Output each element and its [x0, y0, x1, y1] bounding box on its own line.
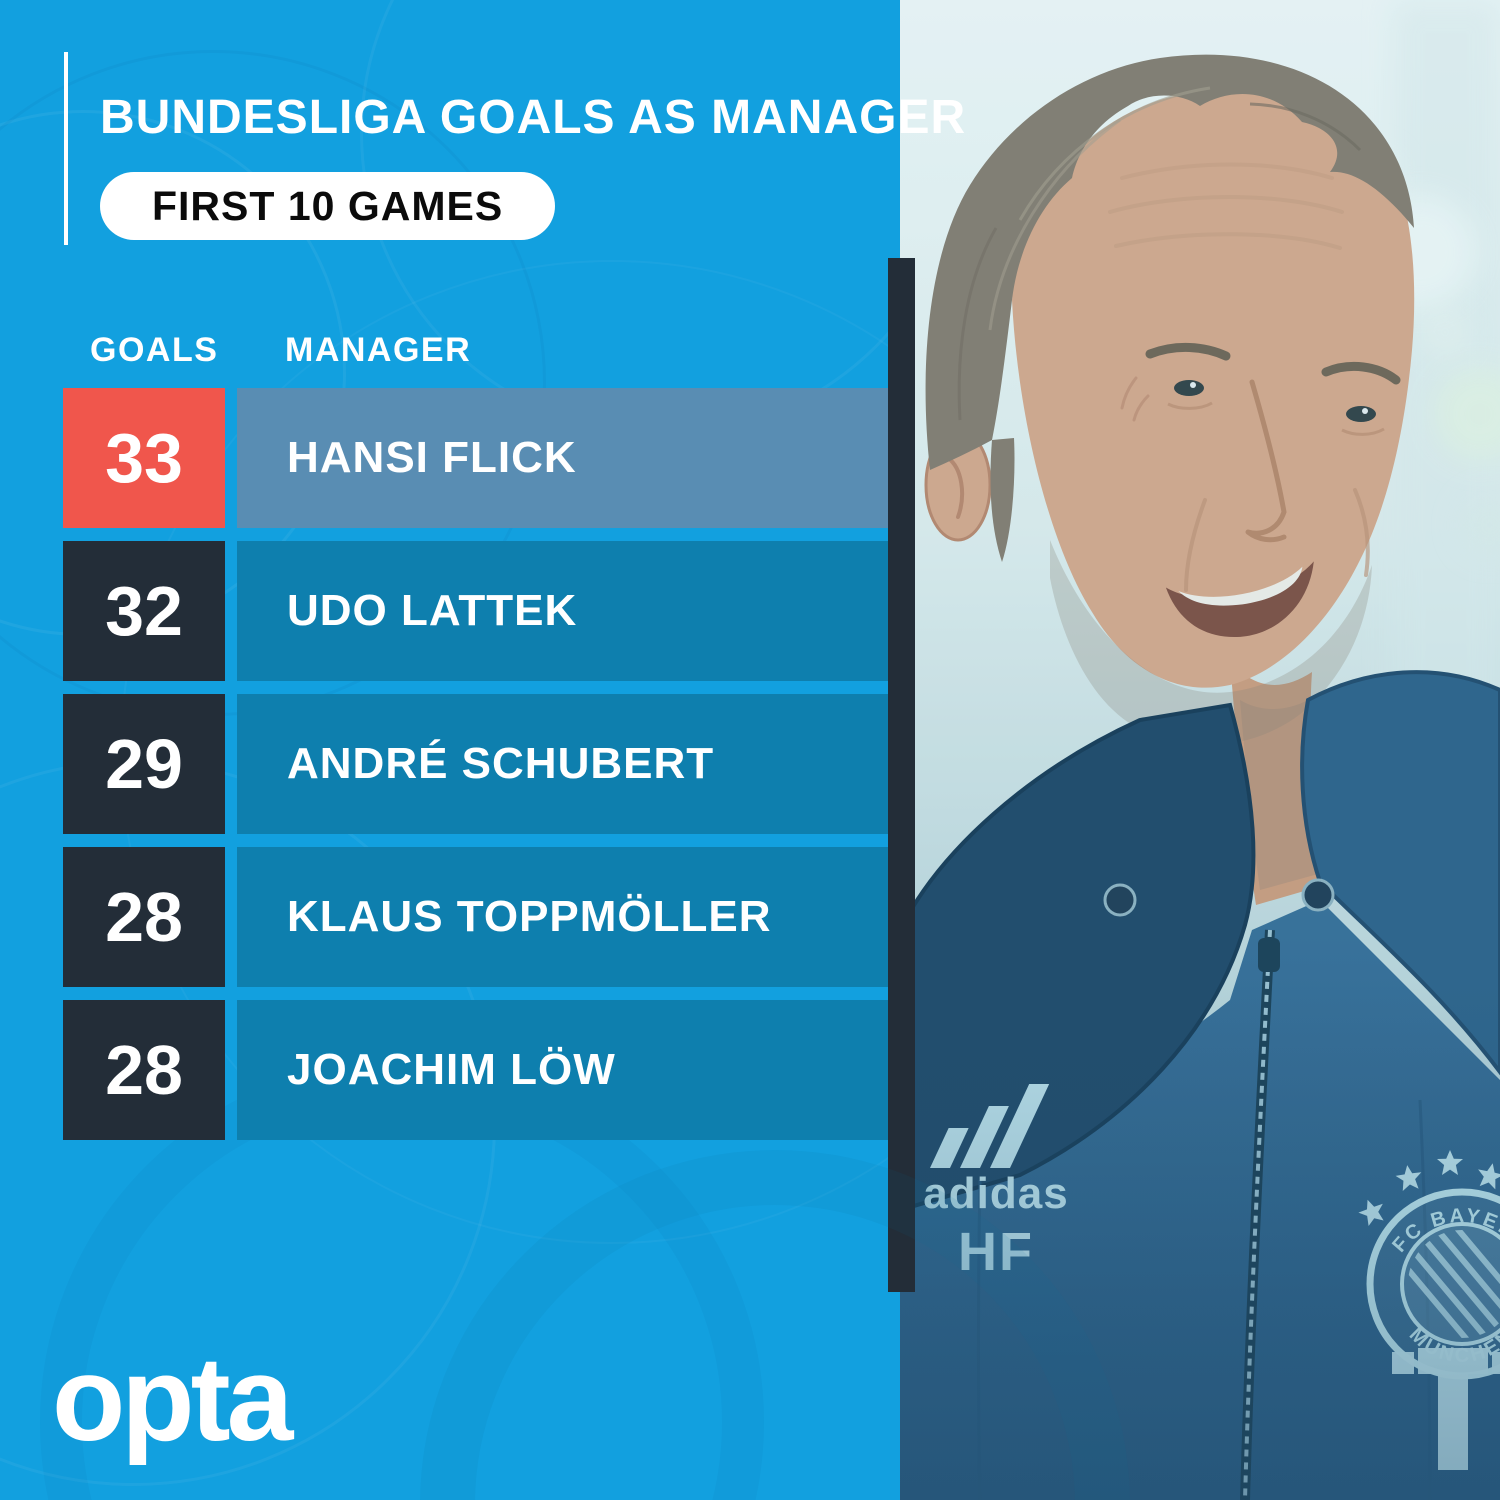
- left-eye: [1167, 380, 1213, 410]
- subtitle-badge: FIRST 10 GAMES: [100, 172, 556, 240]
- goals-value: 33: [63, 388, 225, 528]
- neck-stubble: [1240, 700, 1318, 890]
- manager-name: KLAUS TOPPMÖLLER: [237, 847, 888, 987]
- goals-value: 29: [63, 694, 225, 834]
- side-strip: [888, 258, 915, 1292]
- title-accent-line: [64, 52, 68, 245]
- person: [924, 54, 1415, 905]
- manager-name: HANSI FLICK: [237, 388, 888, 528]
- hansi-flick-photo: adidas HF: [900, 0, 1500, 1500]
- table-row: 29 ANDRÉ SCHUBERT: [0, 694, 1500, 834]
- goals-value: 28: [63, 847, 225, 987]
- table-row: 32 UDO LATTEK: [0, 541, 1500, 681]
- table-row: 28 JOACHIM LÖW: [0, 1000, 1500, 1140]
- left-eyebrow: [1145, 342, 1231, 361]
- right-eye: [1341, 406, 1385, 436]
- goals-value: 32: [63, 541, 225, 681]
- table-row: 28 KLAUS TOPPMÖLLER: [0, 847, 1500, 987]
- right-eyebrow: [1321, 362, 1401, 385]
- table-row: 33 HANSI FLICK: [0, 388, 1500, 528]
- column-header-manager: MANAGER: [285, 331, 472, 369]
- stubble: [1050, 540, 1372, 746]
- face: [1012, 89, 1415, 688]
- smile: [1165, 561, 1314, 637]
- column-header-goals: GOALS: [90, 331, 219, 369]
- manager-name: ANDRÉ SCHUBERT: [237, 694, 888, 834]
- face-features: [1108, 162, 1401, 637]
- snap-button: [1301, 878, 1335, 912]
- manager-name: UDO LATTEK: [237, 541, 888, 681]
- nose: [1245, 379, 1287, 543]
- collar-right: [1300, 670, 1500, 1076]
- opta-logo: opta: [52, 1332, 293, 1466]
- snap-button: [1103, 883, 1137, 917]
- manager-name: JOACHIM LÖW: [237, 1000, 888, 1140]
- page-title: BUNDESLIGA GOALS AS MANAGER: [100, 91, 967, 144]
- hair: [925, 54, 1414, 562]
- goals-value: 28: [63, 1000, 225, 1140]
- crow-feet: [1120, 376, 1150, 422]
